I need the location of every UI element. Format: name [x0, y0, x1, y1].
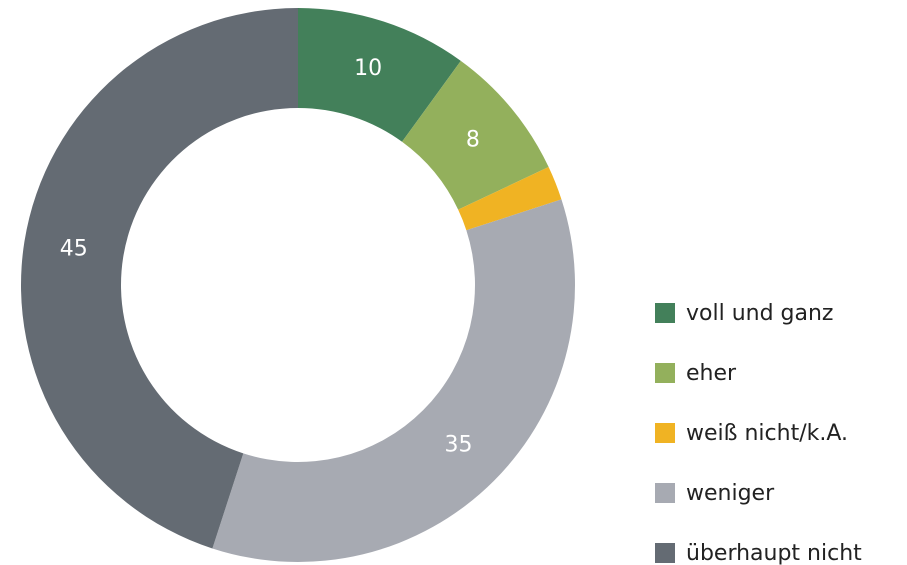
legend-swatch — [655, 303, 675, 323]
legend-label: voll und ganz — [686, 301, 833, 326]
donut-slice — [402, 60, 549, 210]
donut-slice — [298, 8, 461, 142]
donut-slice — [212, 199, 575, 562]
legend-label: überhaupt nicht — [686, 541, 862, 565]
legend-swatch — [655, 423, 675, 443]
data-label: 10 — [354, 56, 382, 81]
legend-swatch — [655, 483, 675, 503]
data-label: 35 — [445, 433, 473, 458]
legend-swatch — [655, 543, 675, 563]
data-label: 8 — [466, 127, 480, 152]
legend-label: eher — [686, 361, 737, 386]
donut-slice — [21, 7, 298, 549]
legend-swatch — [655, 363, 675, 383]
donut-slice — [458, 167, 562, 231]
legend-label: weiß nicht/k.A. — [686, 421, 848, 446]
data-label: 45 — [60, 236, 88, 261]
legend-label: weniger — [686, 481, 775, 506]
